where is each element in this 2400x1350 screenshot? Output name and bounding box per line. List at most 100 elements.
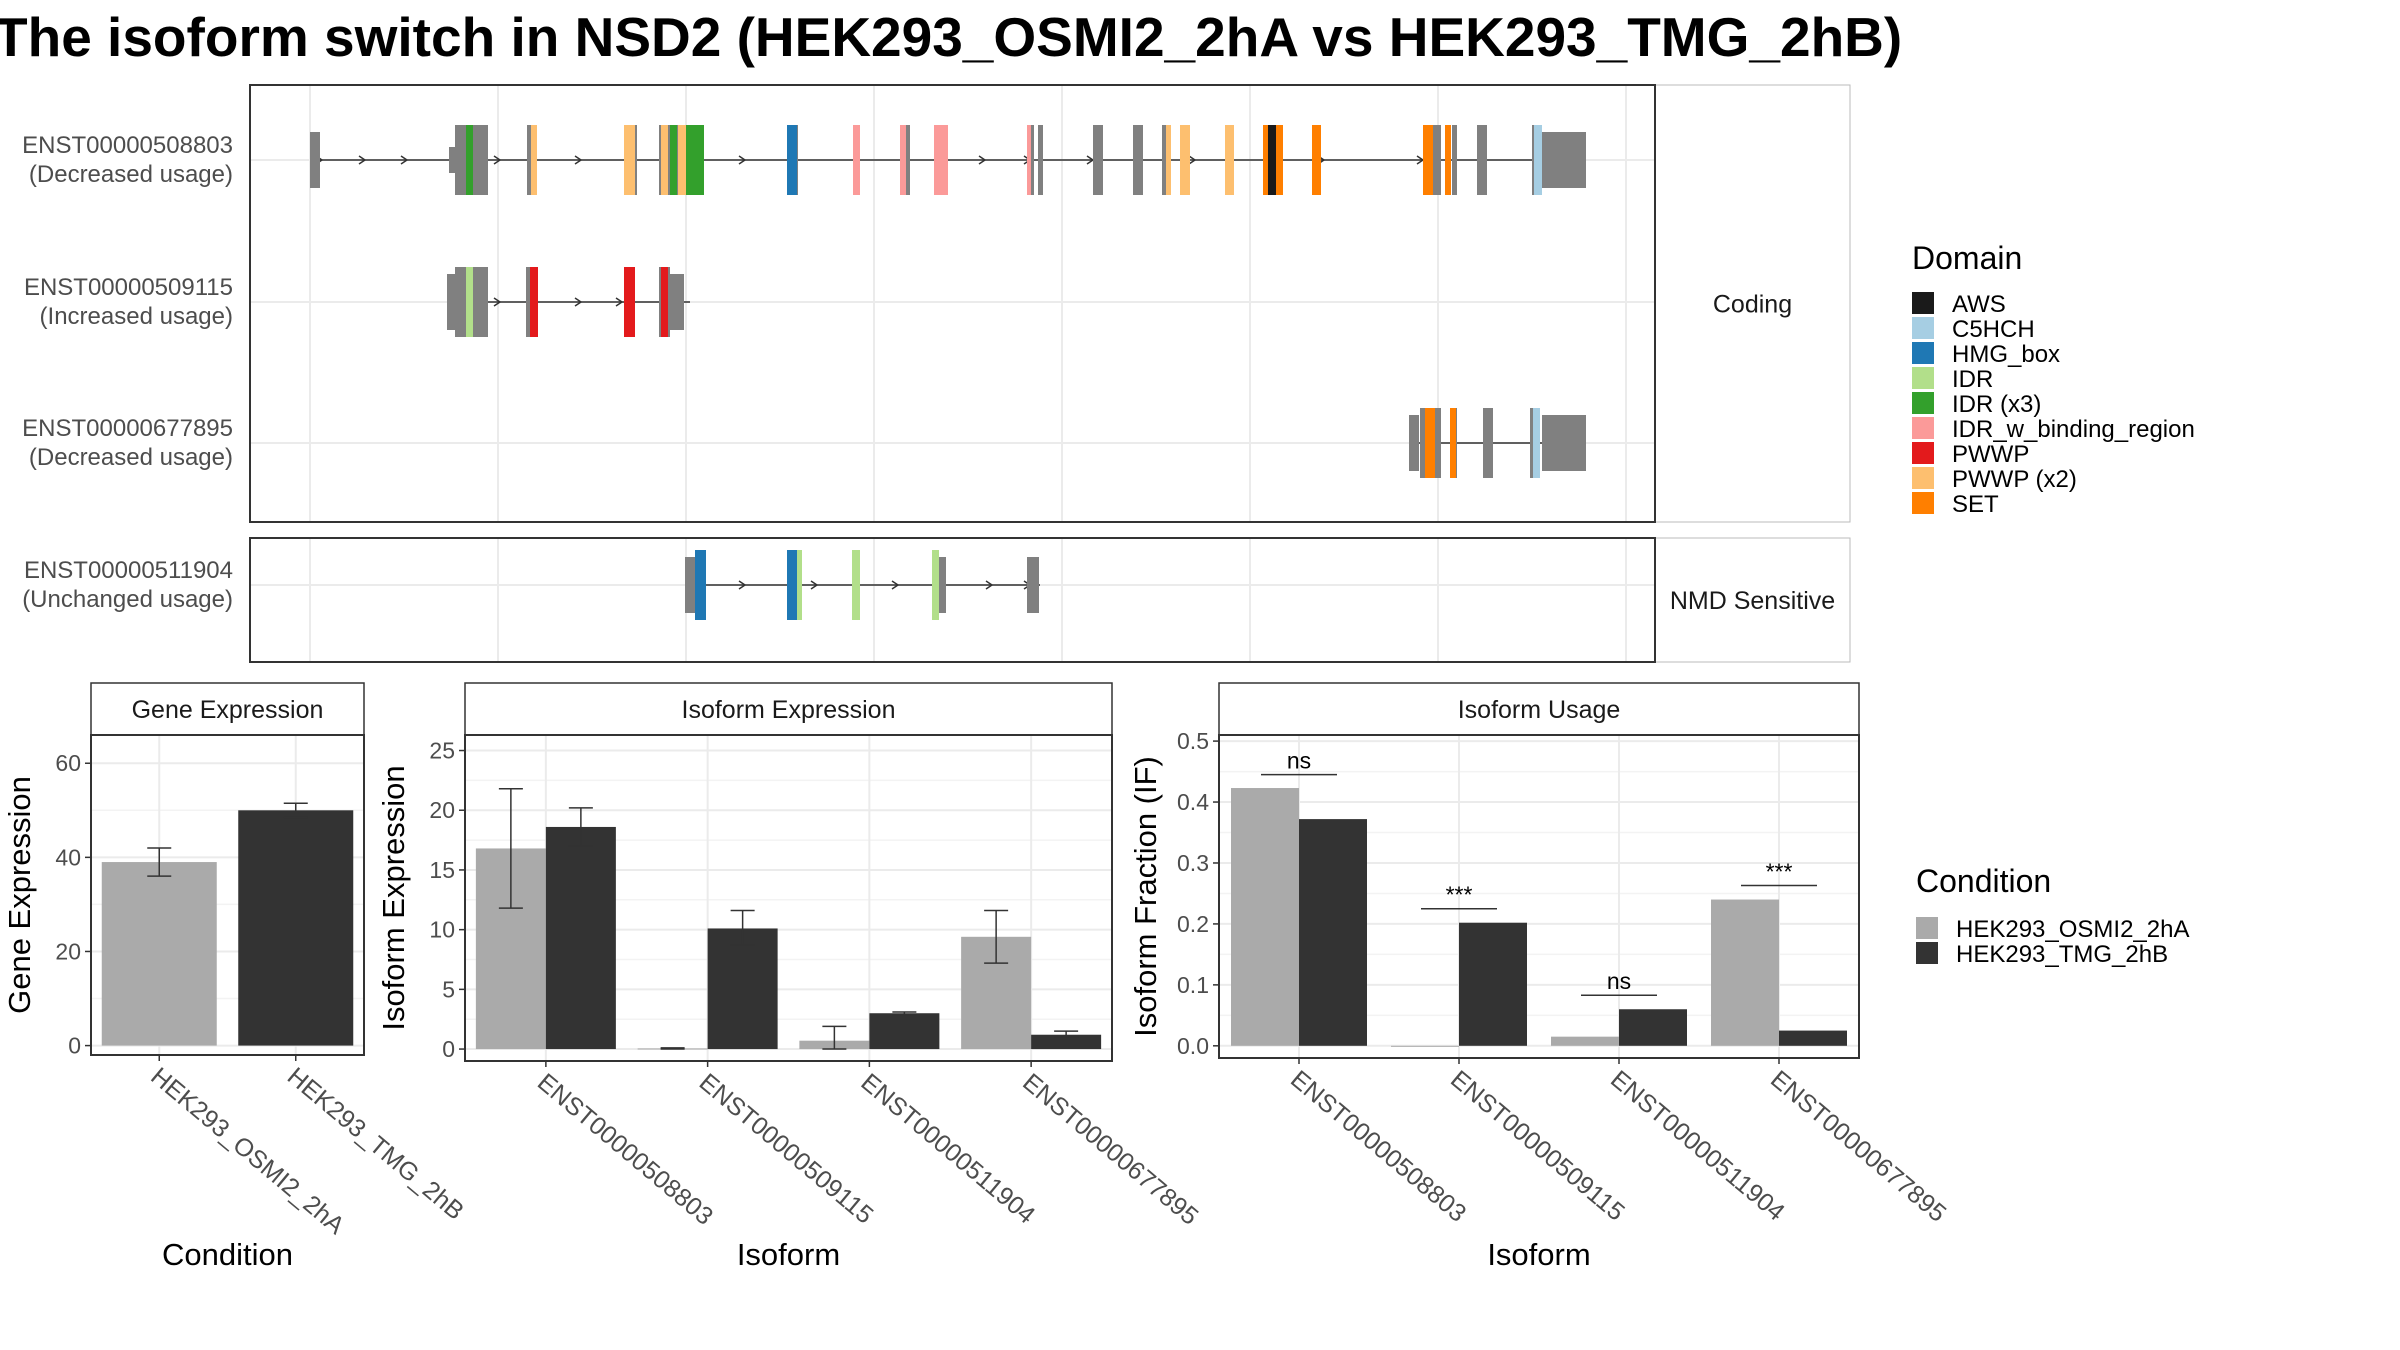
legend-label: IDR bbox=[1952, 366, 1993, 393]
transcript-usage-label: (Unchanged usage) bbox=[22, 586, 233, 613]
transcript-usage-label: (Decreased usage) bbox=[29, 161, 233, 188]
legend-label: IDR_w_binding_region bbox=[1952, 416, 2195, 443]
legend-label: AWS bbox=[1952, 291, 2006, 318]
legend-label: HEK293_TMG_2hB bbox=[1956, 941, 2168, 968]
domain-pwwp-x2 bbox=[1180, 125, 1190, 195]
x-tick-label: ENST00000508803 bbox=[1285, 1065, 1471, 1228]
domain-idr-x3 bbox=[686, 125, 704, 195]
legend-label: HMG_box bbox=[1952, 341, 2060, 368]
bar bbox=[545, 826, 616, 1050]
significance-label: *** bbox=[1766, 859, 1793, 885]
legend-label: C5HCH bbox=[1952, 316, 2035, 343]
domain-pwwp-x2 bbox=[1166, 125, 1171, 195]
facet-strip bbox=[1218, 682, 1860, 736]
legend-label: HEK293_OSMI2_2hA bbox=[1956, 916, 2189, 943]
domain-c5hch bbox=[1534, 125, 1542, 195]
y-tick-label: 0.3 bbox=[1177, 850, 1209, 876]
y-axis-title: Gene Expression bbox=[2, 776, 37, 1014]
y-tick-label: 0.4 bbox=[1177, 789, 1209, 815]
utr-exon bbox=[1409, 415, 1419, 471]
transcript-id-label: ENST00000677895 bbox=[22, 415, 233, 442]
x-tick-label: ENST00000511904 bbox=[1605, 1065, 1790, 1226]
panel-strip-label: Coding bbox=[1713, 291, 1792, 319]
bar bbox=[1459, 922, 1527, 1046]
utr-exon bbox=[449, 147, 455, 173]
intron-arrow bbox=[978, 155, 987, 165]
x-tick-label: ENST00000509115 bbox=[694, 1068, 879, 1229]
structure-panel-border bbox=[249, 84, 1656, 523]
intron-arrow bbox=[400, 155, 409, 165]
panel-strip-label: NMD Sensitive bbox=[1670, 587, 1835, 615]
y-tick-label: 20 bbox=[55, 938, 81, 964]
legend-swatch bbox=[1912, 317, 1934, 339]
utr-exon bbox=[447, 274, 455, 330]
domain-hmg-box bbox=[695, 550, 706, 620]
bar bbox=[1299, 819, 1367, 1046]
domain-set bbox=[1312, 125, 1321, 195]
legend-swatch bbox=[1912, 417, 1934, 439]
legend-label: IDR (x3) bbox=[1952, 391, 2041, 418]
legend-swatch bbox=[1912, 292, 1934, 314]
transcript-id-label: ENST00000509115 bbox=[24, 274, 233, 301]
chart-isoform-expression: Isoform Expression 0 5 10 15 20 25 ENST00000508… bbox=[376, 682, 1204, 1272]
intron-arrow bbox=[738, 155, 747, 165]
domain-hmg-box bbox=[787, 550, 797, 620]
utr-exon bbox=[1542, 415, 1586, 471]
legend-swatch bbox=[1912, 342, 1934, 364]
bar bbox=[1551, 1036, 1619, 1046]
legend-swatch bbox=[1916, 942, 1938, 964]
domain-set bbox=[1276, 125, 1283, 195]
y-tick-label: 0.5 bbox=[1177, 728, 1209, 754]
domain-pwwp bbox=[661, 267, 668, 337]
intron-arrow bbox=[891, 580, 900, 590]
legend-label: PWWP (x2) bbox=[1952, 466, 2077, 493]
structure-panel-bg bbox=[250, 538, 1655, 662]
y-tick-label: 5 bbox=[442, 976, 455, 1002]
domain-legend-title: Domain bbox=[1912, 240, 2022, 276]
cds-exon bbox=[1038, 125, 1043, 195]
domain-hmg-box bbox=[787, 125, 797, 195]
domain-idr bbox=[797, 550, 802, 620]
facet-title: Isoform Expression bbox=[682, 696, 896, 724]
bar bbox=[869, 1013, 940, 1050]
intron-arrow bbox=[810, 580, 819, 590]
bar bbox=[101, 862, 217, 1046]
significance-label: ns bbox=[1607, 968, 1631, 994]
intron-arrow bbox=[1188, 155, 1197, 165]
y-tick-label: 15 bbox=[429, 857, 455, 883]
legend-swatch bbox=[1912, 392, 1934, 414]
intron-arrow bbox=[493, 155, 502, 165]
cds-exon bbox=[1483, 408, 1493, 478]
domain-idr-x3 bbox=[466, 125, 473, 195]
plot-border bbox=[1218, 734, 1860, 1059]
intron-arrow bbox=[985, 580, 994, 590]
y-tick-label: 0.0 bbox=[1177, 1033, 1209, 1059]
domain-idr-w-binding-region bbox=[934, 125, 948, 195]
facet-title: Gene Expression bbox=[132, 696, 324, 724]
legend-label: PWWP bbox=[1952, 441, 2029, 468]
domain-idr-x3 bbox=[670, 125, 677, 195]
y-tick-label: 0 bbox=[68, 1033, 81, 1059]
legend-swatch bbox=[1912, 367, 1934, 389]
utr-exon bbox=[670, 274, 684, 330]
cds-exon bbox=[1452, 125, 1457, 195]
x-tick-label: ENST00000509115 bbox=[1445, 1065, 1630, 1226]
x-axis-title: Condition bbox=[162, 1237, 293, 1272]
panel-strip bbox=[1654, 537, 1851, 663]
bar bbox=[1779, 1030, 1847, 1046]
x-axis-title: Isoform bbox=[1487, 1237, 1590, 1272]
utr-exon bbox=[1027, 557, 1039, 613]
x-axis-title: Isoform bbox=[737, 1237, 840, 1272]
domain-set bbox=[1445, 125, 1451, 195]
facet-strip bbox=[90, 682, 365, 736]
domain-pwwp-x2 bbox=[624, 125, 635, 195]
legend-swatch bbox=[1912, 492, 1934, 514]
bar bbox=[707, 928, 778, 1050]
x-tick-label: ENST00000677895 bbox=[1017, 1068, 1203, 1231]
domain-idr-w-binding-region bbox=[1027, 125, 1031, 195]
plot-border bbox=[464, 734, 1113, 1062]
bar bbox=[238, 810, 354, 1046]
panel-strip bbox=[1654, 84, 1851, 523]
legend-swatch bbox=[1912, 467, 1934, 489]
utr-exon bbox=[310, 132, 320, 188]
